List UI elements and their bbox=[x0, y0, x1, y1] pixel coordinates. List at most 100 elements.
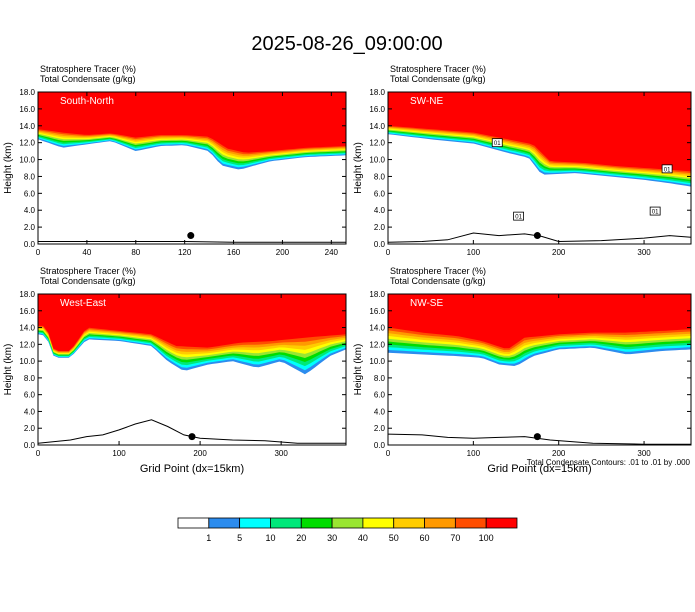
colorbar-swatch bbox=[485, 517, 518, 529]
colorbar-label: 60 bbox=[420, 533, 430, 543]
y-tick-label: 6.0 bbox=[24, 189, 36, 198]
tracer-fill bbox=[38, 92, 346, 244]
x-tick-label: 100 bbox=[467, 449, 481, 458]
colorbar-swatch bbox=[331, 517, 364, 529]
panel-west-east: 0.0 2.0 4.0 6.0 8.0 10.0 12.0 14.0 16.0 18.0 0 100 2… bbox=[3, 266, 347, 475]
y-tick-label: 18.0 bbox=[369, 88, 385, 97]
colorbar-swatch bbox=[270, 517, 302, 529]
colorbar-label: 10 bbox=[265, 533, 275, 543]
y-tick-label: 16.0 bbox=[19, 307, 35, 316]
y-tick-label: 6.0 bbox=[374, 391, 386, 400]
contour-label: 01 bbox=[661, 164, 673, 173]
colorbar-label: 100 bbox=[479, 533, 494, 543]
x-tick-label: 300 bbox=[637, 248, 651, 257]
y-axis-label: Height (km) bbox=[3, 142, 14, 194]
x-tick-label: 0 bbox=[36, 449, 41, 458]
x-tick-label: 0 bbox=[386, 248, 391, 257]
svg-text:01: 01 bbox=[515, 215, 522, 221]
y-tick-label: 10.0 bbox=[369, 156, 385, 165]
y-tick-label: 2.0 bbox=[24, 424, 36, 433]
y-tick-label: 2.0 bbox=[374, 223, 386, 232]
x-tick-label: 300 bbox=[637, 449, 651, 458]
colorbar-swatch bbox=[424, 517, 456, 529]
x-tick-label: 120 bbox=[178, 248, 192, 257]
tracer-band-100 bbox=[38, 92, 346, 153]
panel-label: West-East bbox=[60, 298, 106, 309]
y-tick-label: 2.0 bbox=[374, 424, 386, 433]
panel-header-line: Total Condensate (g/kg) bbox=[40, 74, 136, 84]
y-tick-label: 10.0 bbox=[19, 357, 35, 366]
y-tick-label: 18.0 bbox=[369, 290, 385, 299]
colorbar-swatch bbox=[454, 517, 487, 529]
y-tick-label: 0.0 bbox=[374, 240, 386, 249]
y-tick-label: 12.0 bbox=[19, 340, 35, 349]
y-tick-label: 14.0 bbox=[369, 122, 385, 131]
x-tick-label: 0 bbox=[386, 449, 391, 458]
location-marker bbox=[533, 232, 541, 240]
colorbar-swatch bbox=[362, 517, 395, 529]
colorbar-label: 50 bbox=[389, 533, 399, 543]
contour-footnote: Total Condensate Contours: .01 to .01 by… bbox=[527, 458, 691, 467]
y-tick-label: 2.0 bbox=[24, 223, 36, 232]
svg-text:01: 01 bbox=[494, 141, 501, 147]
location-marker bbox=[533, 433, 541, 441]
svg-text:01: 01 bbox=[652, 210, 659, 216]
figure-title: 2025-08-26_09:00:00 bbox=[251, 33, 442, 55]
y-tick-label: 8.0 bbox=[24, 374, 36, 383]
y-tick-label: 6.0 bbox=[374, 189, 386, 198]
colorbar-swatch bbox=[208, 517, 241, 529]
x-tick-label: 0 bbox=[36, 248, 41, 257]
panel-header-line: Total Condensate (g/kg) bbox=[390, 276, 486, 286]
y-tick-label: 12.0 bbox=[369, 340, 385, 349]
x-axis-label: Grid Point (dx=15km) bbox=[487, 463, 591, 475]
colorbar-swatch bbox=[177, 517, 210, 529]
y-tick-label: 18.0 bbox=[19, 290, 35, 299]
panel-sw-ne: 01 01 01 01 0.0 2.0 4.0 6.0 8.0 10.0 12.0 14.0 16.0 1… bbox=[353, 64, 692, 257]
tracer-fill bbox=[388, 92, 691, 244]
panel-header-line: Total Condensate (g/kg) bbox=[390, 74, 486, 84]
y-tick-label: 0.0 bbox=[24, 441, 36, 450]
colorbar-label: 20 bbox=[296, 533, 306, 543]
colorbar-label: 1 bbox=[206, 533, 211, 543]
y-tick-label: 8.0 bbox=[24, 172, 36, 181]
y-tick-label: 16.0 bbox=[369, 307, 385, 316]
y-tick-label: 8.0 bbox=[374, 172, 386, 181]
y-tick-label: 18.0 bbox=[19, 88, 35, 97]
y-tick-label: 16.0 bbox=[369, 105, 385, 114]
y-tick-label: 8.0 bbox=[374, 374, 386, 383]
panel-header-line: Stratosphere Tracer (%) bbox=[40, 266, 136, 276]
panel-header-line: Stratosphere Tracer (%) bbox=[40, 64, 136, 74]
location-marker bbox=[188, 433, 196, 441]
panel-header-line: Stratosphere Tracer (%) bbox=[390, 64, 486, 74]
y-tick-label: 4.0 bbox=[374, 407, 386, 416]
tracer-band-100 bbox=[388, 92, 691, 172]
panel-label: SW-NE bbox=[410, 96, 443, 107]
colorbar-label: 30 bbox=[327, 533, 337, 543]
colorbar-swatch bbox=[393, 517, 425, 529]
x-tick-label: 300 bbox=[274, 449, 288, 458]
colorbar: 1 5 10 20 30 40 50 60 70 100 bbox=[177, 517, 518, 543]
panels-group: 0.0 2.0 4.0 6.0 8.0 10.0 12.0 14.0 16.0 18.0 0 40 80… bbox=[3, 64, 692, 475]
panel-header-line: Stratosphere Tracer (%) bbox=[390, 266, 486, 276]
tracer-band-100 bbox=[38, 294, 346, 351]
tracer-fill bbox=[38, 294, 346, 445]
terrain-line bbox=[38, 419, 346, 444]
colorbar-label: 70 bbox=[450, 533, 460, 543]
y-tick-label: 14.0 bbox=[19, 122, 35, 131]
y-tick-label: 16.0 bbox=[19, 105, 35, 114]
contour-label: 01 bbox=[649, 206, 661, 216]
y-axis-label: Height (km) bbox=[353, 142, 364, 194]
x-axis-label: Grid Point (dx=15km) bbox=[140, 463, 244, 475]
location-marker bbox=[187, 232, 195, 240]
panel-header-line: Total Condensate (g/kg) bbox=[40, 276, 136, 286]
y-tick-label: 4.0 bbox=[24, 206, 36, 215]
y-tick-label: 10.0 bbox=[369, 357, 385, 366]
colorbar-label: 5 bbox=[237, 533, 242, 543]
panel-south-north: 0.0 2.0 4.0 6.0 8.0 10.0 12.0 14.0 16.0 18.0 0 40 80… bbox=[3, 64, 347, 257]
x-tick-label: 100 bbox=[112, 449, 126, 458]
plot-frame bbox=[387, 91, 692, 245]
y-axis-label: Height (km) bbox=[3, 344, 14, 396]
x-tick-label: 100 bbox=[467, 248, 481, 257]
y-tick-label: 10.0 bbox=[19, 156, 35, 165]
